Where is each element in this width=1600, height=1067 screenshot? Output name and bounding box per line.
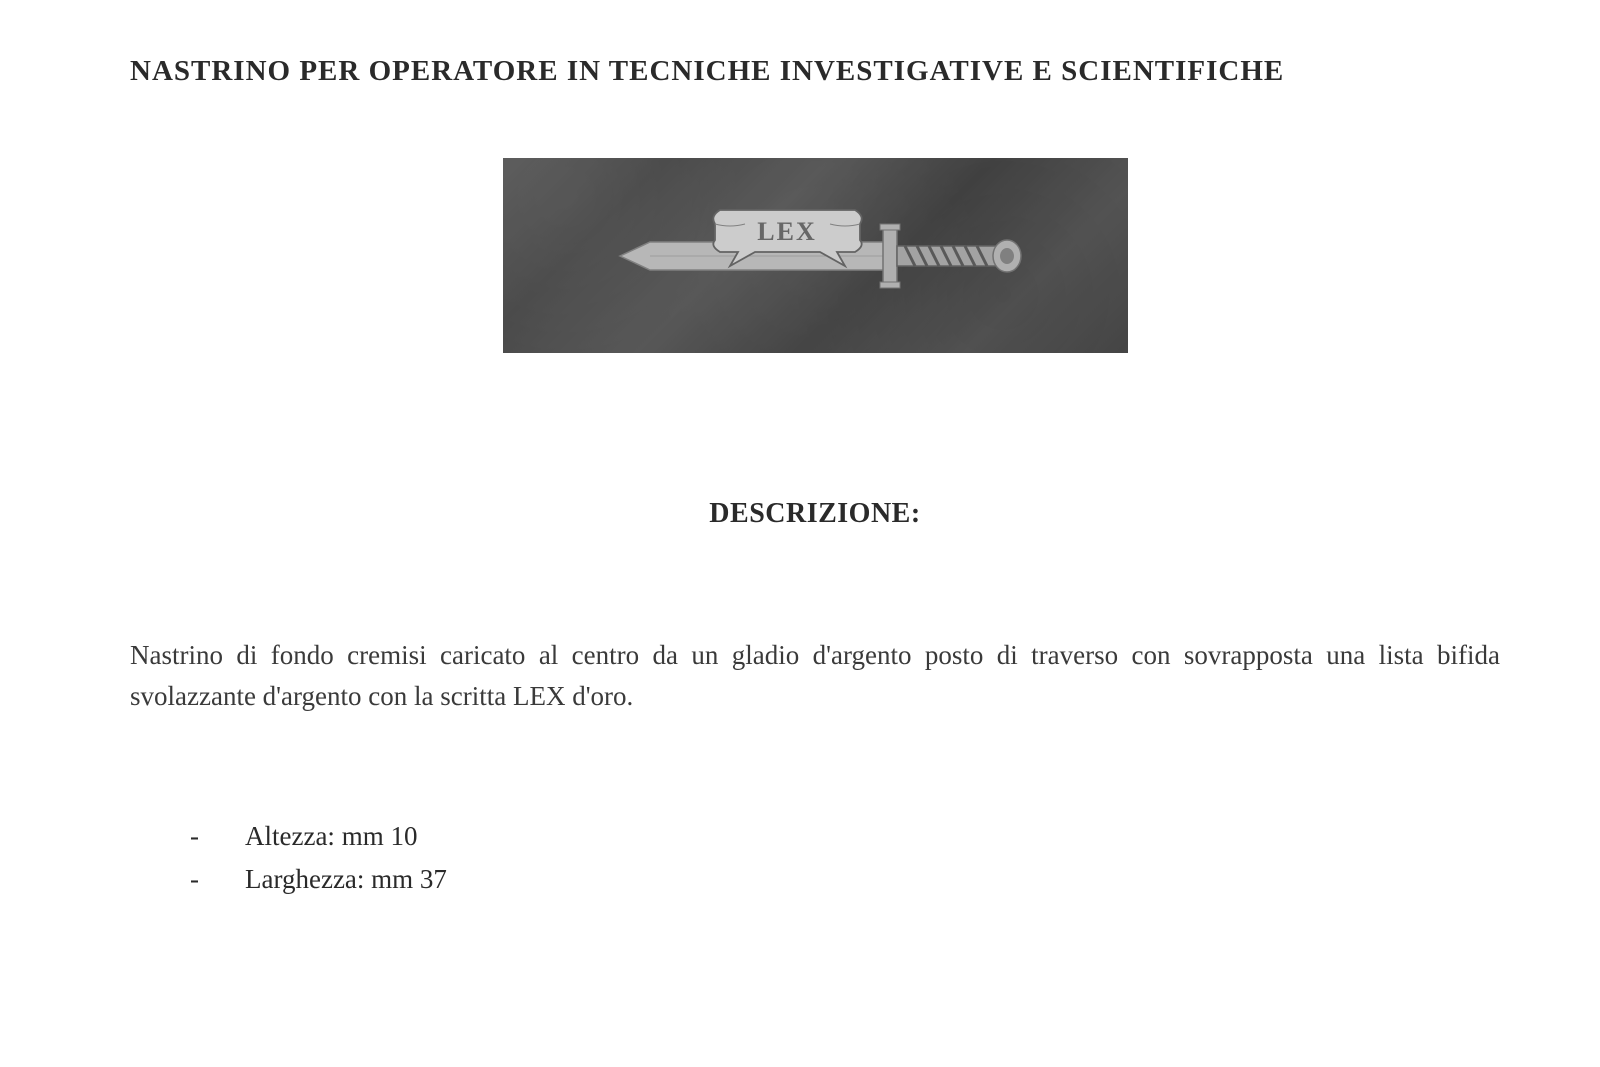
banner-text: LEX (757, 217, 816, 246)
description-heading: DESCRIZIONE: (130, 498, 1500, 530)
dimensions-list: Altezza: mm 10 Larghezza: mm 37 (130, 816, 1500, 899)
page-title: NASTRINO PER OPERATORE IN TECNICHE INVES… (130, 55, 1500, 88)
ribbon-badge-illustration: LEX (503, 158, 1128, 353)
description-paragraph: Nastrino di fondo cremisi caricato al ce… (130, 635, 1500, 716)
illustration-container: LEX (130, 158, 1500, 358)
dimension-item-width: Larghezza: mm 37 (190, 859, 1500, 900)
sword-lex-icon: LEX (555, 196, 1075, 316)
dimension-item-height: Altezza: mm 10 (190, 816, 1500, 857)
